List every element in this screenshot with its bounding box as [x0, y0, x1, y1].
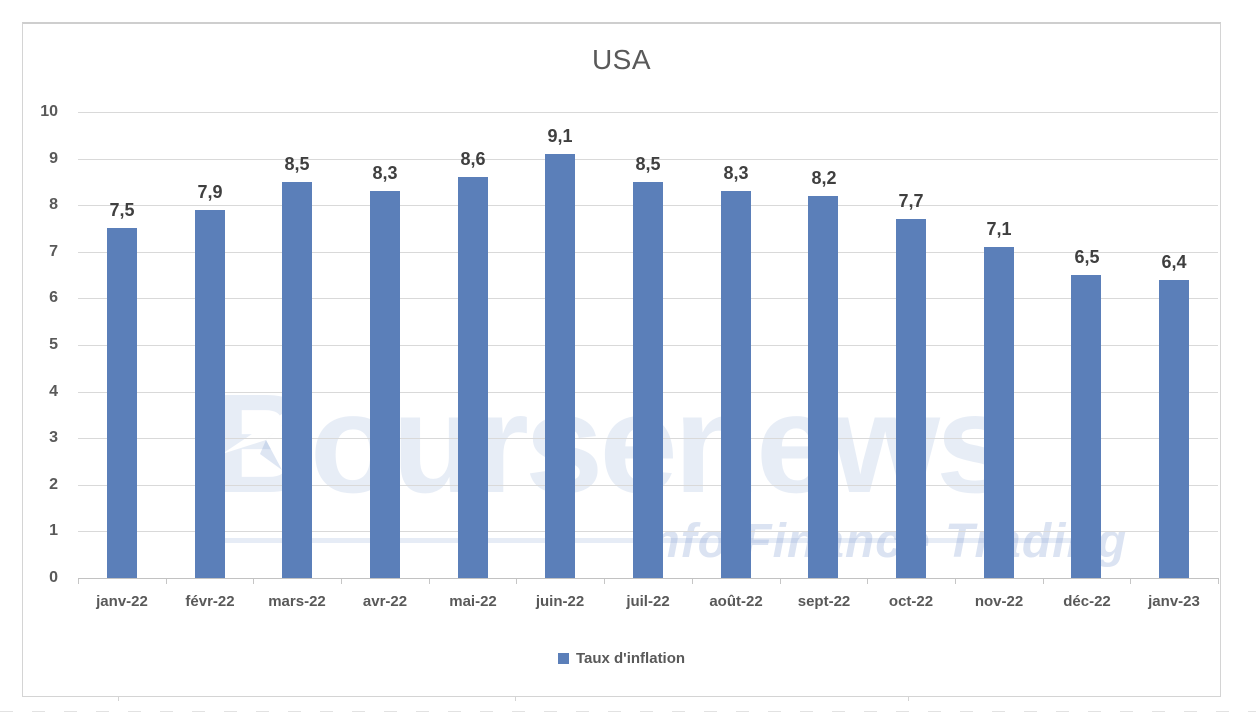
bar-value-label: 9,1: [547, 126, 573, 146]
bar-value-label: 6,4: [1161, 252, 1187, 272]
x-axis-label: août-22: [709, 593, 763, 610]
x-axis-tick: [78, 579, 79, 584]
bar-value-label: 7,7: [898, 191, 924, 211]
sheet-row-gridline: [0, 711, 1256, 712]
bar-value-label: 7,5: [109, 200, 135, 220]
y-axis-label: 6: [49, 289, 58, 306]
x-axis-label: sept-22: [797, 593, 851, 610]
x-axis-label: avr-22: [362, 593, 408, 610]
x-axis-label: juin-22: [535, 593, 585, 610]
x-axis-label: mars-22: [268, 593, 326, 610]
bar[interactable]: [1159, 280, 1189, 578]
bar[interactable]: [545, 154, 575, 578]
x-axis-tick: [341, 579, 342, 584]
bar[interactable]: [633, 182, 663, 578]
x-axis-tick: [1043, 579, 1044, 584]
x-axis-tick: [867, 579, 868, 584]
x-axis-line: [78, 578, 1219, 579]
bar-value-label: 8,5: [635, 154, 661, 174]
y-axis-label: 2: [49, 476, 58, 493]
bar-value-label: 6,5: [1074, 247, 1100, 267]
sheet-column-tick: [118, 697, 119, 701]
y-axis-label: 0: [49, 569, 58, 586]
legend-label: Taux d'inflation: [575, 650, 686, 667]
bar-value-label: 8,6: [460, 149, 486, 169]
chart-title[interactable]: USA: [591, 44, 652, 75]
x-axis-label: févr-22: [185, 593, 235, 610]
bar[interactable]: [984, 247, 1014, 578]
bar[interactable]: [107, 228, 137, 578]
y-axis-label: 3: [49, 429, 58, 446]
sheet-column-tick: [908, 697, 909, 701]
x-axis-tick: [516, 579, 517, 584]
bar[interactable]: [370, 191, 400, 578]
x-axis-tick: [166, 579, 167, 584]
x-axis-tick: [780, 579, 781, 584]
bar-value-label: 7,1: [986, 219, 1012, 239]
x-axis-tick: [955, 579, 956, 584]
y-axis-label: 5: [49, 336, 58, 353]
bar[interactable]: [808, 196, 838, 578]
x-axis-tick: [692, 579, 693, 584]
bar-value-label: 8,3: [723, 163, 749, 183]
bar[interactable]: [896, 219, 926, 578]
y-axis-label: 1: [49, 522, 58, 539]
x-axis-tick: [253, 579, 254, 584]
y-axis-label: 4: [49, 383, 58, 400]
x-axis-label: mai-22: [449, 593, 497, 610]
legend[interactable]: Taux d'inflation: [22, 650, 1221, 667]
bar-value-label: 8,5: [284, 154, 310, 174]
x-axis-tick: [1130, 579, 1131, 584]
gridline: [78, 112, 1218, 113]
bar-value-label: 8,3: [372, 163, 398, 183]
x-axis-label: déc-22: [1063, 593, 1111, 610]
bar[interactable]: [721, 191, 751, 578]
gridline: [78, 159, 1218, 160]
x-axis-label: janv-23: [1148, 593, 1200, 610]
y-axis-label: 8: [49, 196, 58, 213]
x-axis-tick: [1218, 579, 1219, 584]
x-axis-tick: [604, 579, 605, 584]
bar[interactable]: [195, 210, 225, 578]
y-axis-label: 7: [49, 243, 58, 260]
bar[interactable]: [1071, 275, 1101, 578]
bar[interactable]: [282, 182, 312, 578]
x-axis-label: nov-22: [974, 593, 1024, 610]
bar-value-label: 7,9: [197, 182, 223, 202]
bar-value-label: 8,2: [811, 168, 837, 188]
sheet-column-tick: [515, 697, 516, 701]
x-axis-label: juil-22: [626, 593, 670, 610]
x-axis-tick: [429, 579, 430, 584]
y-axis-label: 9: [49, 150, 58, 167]
x-axis-label: janv-22: [96, 593, 148, 610]
y-axis-label: 10: [40, 103, 58, 120]
bar[interactable]: [458, 177, 488, 578]
x-axis-label: oct-22: [888, 593, 934, 610]
legend-marker: [557, 653, 569, 664]
